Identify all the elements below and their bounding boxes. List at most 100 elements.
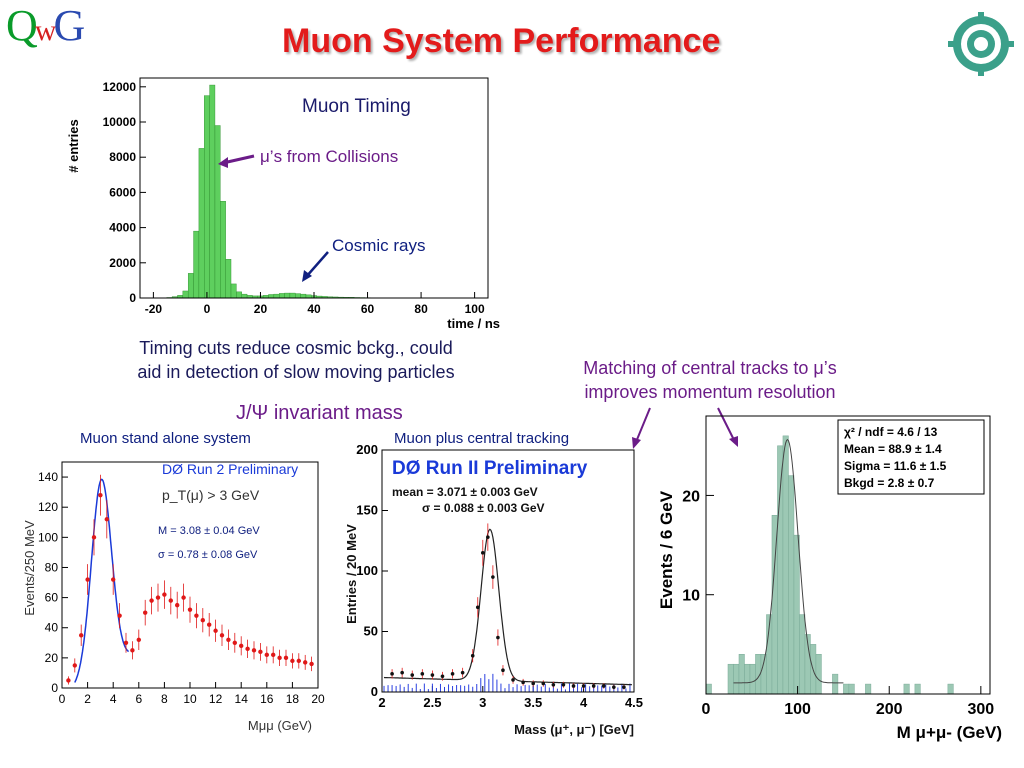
central-jpsi-chart: 2 2.5 3 3.5 4 4.5 0 50 100 150 200 DØ Run II Preli… bbox=[344, 444, 643, 737]
central-data-point bbox=[511, 678, 515, 682]
x-tick-label: 16 bbox=[260, 692, 274, 706]
standalone-data-point bbox=[219, 633, 225, 638]
institution-emblem-icon bbox=[948, 12, 1014, 76]
timing-histogram-bar bbox=[289, 292, 296, 299]
standalone-data-point bbox=[175, 602, 180, 608]
standalone-data-point bbox=[111, 577, 116, 582]
central-data-point bbox=[460, 670, 465, 675]
y-tick-label: 60 bbox=[45, 591, 59, 605]
qwg-logo: QwG bbox=[6, 1, 85, 50]
z-stats-frame bbox=[837, 419, 985, 495]
z-plot-frame bbox=[705, 415, 991, 695]
z-histogram-bar bbox=[848, 683, 855, 695]
central-data-point bbox=[561, 682, 566, 687]
z-stats-box: χ² / ndf = 4.6 / 13 Mean = 88.9 ± 1.4 Si… bbox=[837, 419, 985, 495]
timing-histogram-bar bbox=[209, 84, 216, 299]
timing-histogram-bar bbox=[284, 292, 291, 299]
z-histogram-bar bbox=[865, 683, 872, 695]
central-tracking-label: Muon plus central tracking bbox=[394, 430, 570, 447]
central-data-point bbox=[475, 605, 480, 610]
x-tick-label: 2 bbox=[84, 692, 91, 706]
timing-note-line-2: aid in detection of slow moving particle… bbox=[137, 362, 455, 382]
x-tick-label: 4 bbox=[110, 692, 117, 706]
y-tick-label: 10 bbox=[682, 588, 700, 605]
timing-histogram-bar bbox=[241, 293, 248, 299]
timing-x-label: time / ns bbox=[447, 316, 500, 331]
central-data-point bbox=[612, 685, 616, 689]
z-histogram-bar bbox=[777, 445, 784, 695]
x-tick-label: 0 bbox=[59, 692, 66, 706]
muon-timing-chart: -20 0 20 40 60 80 100 0 2000 4000 6000 8000 10000 120… bbox=[66, 77, 500, 331]
x-tick-label: 20 bbox=[311, 692, 325, 706]
logo-letter-g: G bbox=[53, 1, 85, 50]
standalone-data-point bbox=[277, 655, 282, 661]
x-tick-label: 300 bbox=[967, 701, 994, 718]
collisions-arrowhead-icon bbox=[218, 157, 228, 168]
x-tick-label: 4.5 bbox=[625, 695, 643, 710]
standalone-chart-title: DØ Run 2 Preliminary bbox=[162, 461, 298, 477]
standalone-data-point bbox=[296, 658, 301, 664]
standalone-data-point bbox=[79, 633, 84, 638]
y-tick-label: 80 bbox=[45, 560, 59, 574]
standalone-data-point bbox=[117, 613, 122, 618]
central-data-point bbox=[601, 684, 606, 688]
standalone-data-point bbox=[213, 628, 218, 633]
standalone-data-point bbox=[168, 598, 173, 603]
standalone-data-point bbox=[149, 598, 154, 603]
timing-plot-frame bbox=[139, 77, 489, 299]
x-tick-label: 3.5 bbox=[524, 695, 542, 710]
timing-histogram-bar bbox=[300, 293, 307, 299]
y-tick-label: 10000 bbox=[103, 115, 137, 129]
logo-letter-q: Q bbox=[6, 1, 38, 50]
central-data-point bbox=[541, 681, 546, 686]
matching-note: Matching of central tracks to μ’s improv… bbox=[520, 356, 900, 404]
standalone-y-label: Events/250 MeV bbox=[22, 520, 37, 616]
standalone-data-point bbox=[239, 643, 244, 649]
x-tick-label: 8 bbox=[161, 692, 168, 706]
standalone-data-point bbox=[143, 610, 148, 615]
standalone-data-point bbox=[72, 663, 77, 668]
x-tick-label: 2.5 bbox=[423, 695, 441, 710]
standalone-jpsi-chart: 0 2 4 6 8 10 12 14 16 18 20 0 20 40 60 80 100 120 140 DØ R… bbox=[22, 461, 325, 733]
central-data-point bbox=[410, 673, 415, 677]
central-data-point bbox=[622, 685, 626, 689]
x-tick-label: 0 bbox=[204, 302, 211, 316]
y-tick-label: 4000 bbox=[109, 221, 136, 235]
standalone-data-point bbox=[187, 607, 193, 612]
cosmic-arrow-icon bbox=[305, 251, 329, 278]
y-tick-label: 40 bbox=[45, 621, 59, 635]
x-tick-label: 80 bbox=[414, 302, 428, 316]
z-stats-mean: Mean = 88.9 ± 1.4 bbox=[844, 442, 942, 456]
standalone-data-point bbox=[66, 678, 71, 683]
standalone-data-point bbox=[194, 613, 199, 618]
collisions-arrow-icon bbox=[222, 154, 255, 165]
timing-histogram-bar bbox=[225, 259, 232, 299]
x-tick-label: 20 bbox=[254, 302, 268, 316]
z-histogram-bar bbox=[799, 614, 806, 695]
standalone-data-point bbox=[258, 649, 263, 655]
y-tick-label: 20 bbox=[45, 651, 59, 665]
central-chart-title: DØ Run II Preliminary bbox=[392, 458, 588, 479]
standalone-data-point bbox=[309, 661, 314, 667]
central-data-point bbox=[591, 684, 596, 688]
x-tick-label: 100 bbox=[784, 701, 811, 718]
logo-letter-w: w bbox=[34, 14, 57, 47]
z-histogram-bar bbox=[744, 663, 751, 695]
z-histogram-bar bbox=[760, 654, 767, 695]
cosmic-annotation: Cosmic rays bbox=[332, 236, 426, 255]
standalone-data-point bbox=[226, 637, 231, 642]
z-histogram-bar bbox=[947, 683, 954, 695]
jpsi-heading: J/Ψ invariant mass bbox=[236, 402, 403, 424]
timing-histogram-bar bbox=[273, 293, 280, 299]
x-tick-label: 100 bbox=[465, 302, 485, 316]
standalone-pt-cut: p_T(μ) > 3 GeV bbox=[162, 487, 260, 503]
standalone-data-point bbox=[207, 622, 212, 627]
matching-note-line-2: improves momentum resolution bbox=[584, 382, 836, 402]
z-histogram-bar bbox=[843, 683, 850, 695]
timing-histogram-bar bbox=[198, 148, 205, 299]
central-x-label: Mass (μ⁺, μ⁻) [GeV] bbox=[514, 722, 634, 737]
z-y-label: Events / 6 GeV bbox=[657, 490, 676, 609]
y-tick-label: 8000 bbox=[109, 150, 136, 164]
central-data-point bbox=[481, 551, 485, 555]
timing-histogram-bar bbox=[220, 200, 226, 299]
